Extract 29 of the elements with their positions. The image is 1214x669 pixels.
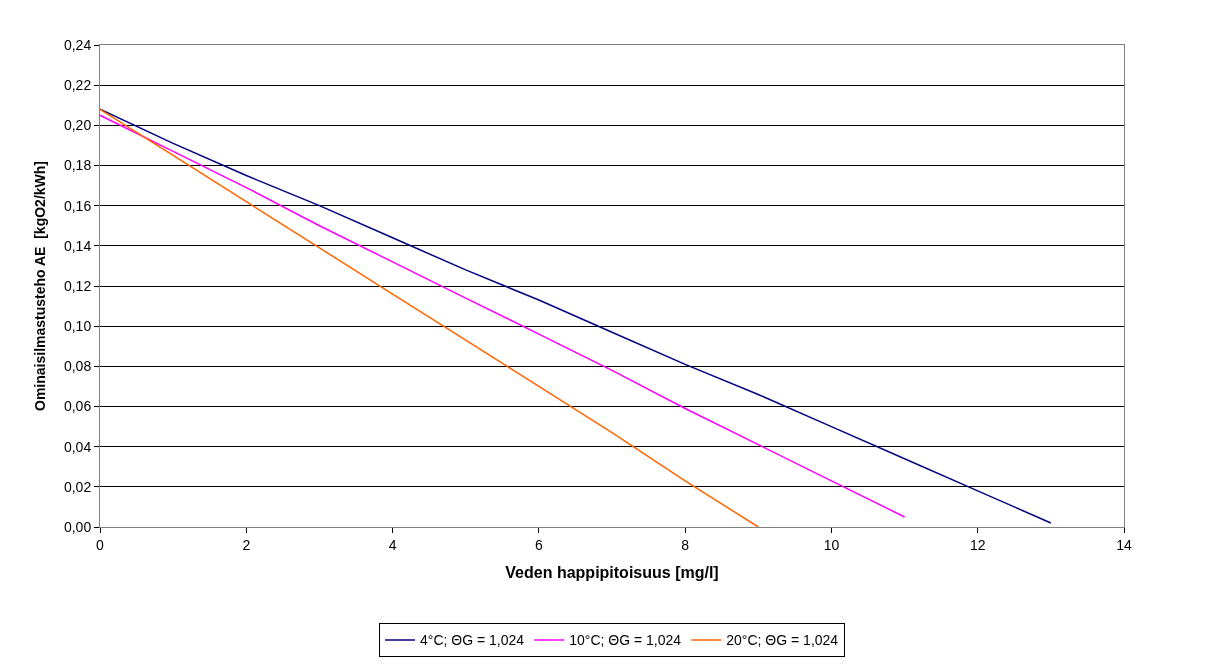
legend-label: 20°C; ΘG = 1,024: [726, 632, 839, 649]
y-tick-label: 0,22: [63, 77, 92, 94]
y-tick-label: 0,08: [63, 358, 92, 375]
y-tick-label: 0,20: [63, 117, 92, 134]
line-series: [100, 114, 906, 518]
x-tick-label: 10: [823, 536, 840, 553]
x-tick-label: 0: [96, 536, 105, 553]
y-tick-label: 0,24: [63, 36, 92, 53]
line-series: [100, 108, 1052, 524]
y-tick-label: 0,02: [63, 478, 92, 495]
x-axis-title: Veden happipitoisuus [mg/l]: [505, 564, 719, 582]
x-tick-label: 12: [969, 536, 986, 553]
y-tick-label: 0,14: [63, 237, 92, 254]
legend-label: 4°C; ΘG = 1,024: [420, 632, 525, 649]
x-tick-label: 8: [681, 536, 690, 553]
y-tick-label: 0,04: [63, 438, 92, 455]
y-tick-label: 0,12: [63, 277, 92, 294]
y-tick-label: 0,06: [63, 398, 92, 415]
x-tick-label: 2: [242, 536, 251, 553]
y-axis-title: Ominaisilmastusteho AE [kgO2/kWh]: [31, 161, 48, 411]
x-tick-label: 6: [534, 536, 543, 553]
y-tick-label: 0,10: [63, 318, 92, 335]
y-tick-label: 0,18: [63, 157, 92, 174]
x-tick-label: 4: [388, 536, 397, 553]
y-tick-label: 0,16: [63, 197, 92, 214]
legend-label: 10°C; ΘG = 1,024: [569, 632, 682, 649]
y-tick-label: 0,00: [63, 518, 92, 535]
line-series: [100, 108, 760, 527]
x-tick-label: 14: [1116, 536, 1132, 553]
